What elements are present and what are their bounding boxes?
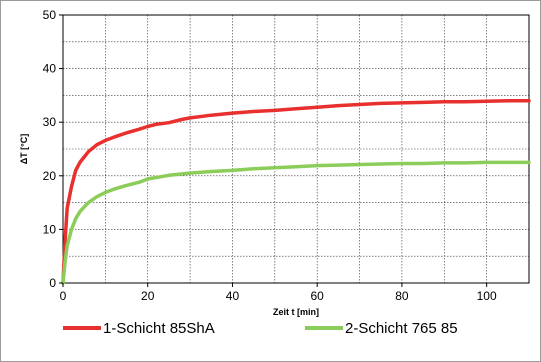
y-tick-label: 40	[43, 62, 57, 76]
x-tick-label: 0	[60, 289, 67, 303]
series-line-2	[61, 160, 531, 285]
legend: 1-Schicht 85ShA 2-Schicht 765 85	[63, 320, 458, 337]
x-axis-title: Zeit t [min]	[273, 307, 319, 317]
y-axis-title: ΔT [°C]	[19, 134, 29, 165]
y-tick-label: 50	[43, 8, 57, 22]
x-tick-label: 60	[311, 289, 325, 303]
x-tick-label: 20	[141, 289, 155, 303]
legend-label-1: 1-Schicht 85ShA	[103, 320, 215, 337]
y-tick-label: 20	[43, 169, 57, 183]
grid-lines	[63, 15, 529, 283]
x-tick-label: 100	[477, 289, 497, 303]
y-tick-label: 10	[43, 222, 57, 236]
x-tick-label: 40	[226, 289, 240, 303]
plot-area-border	[62, 14, 530, 284]
series-line-1	[61, 99, 531, 285]
x-tick-label: 80	[395, 289, 409, 303]
plot-frame	[62, 14, 530, 284]
y-tick-label: 30	[43, 115, 57, 129]
series-group	[61, 99, 531, 285]
tick-labels: 0 10 20 30 40 50 0 20 40 60 80 100	[43, 8, 497, 303]
legend-label-2: 2-Schicht 765 85	[345, 320, 458, 337]
y-tick-label: 0	[49, 276, 56, 290]
